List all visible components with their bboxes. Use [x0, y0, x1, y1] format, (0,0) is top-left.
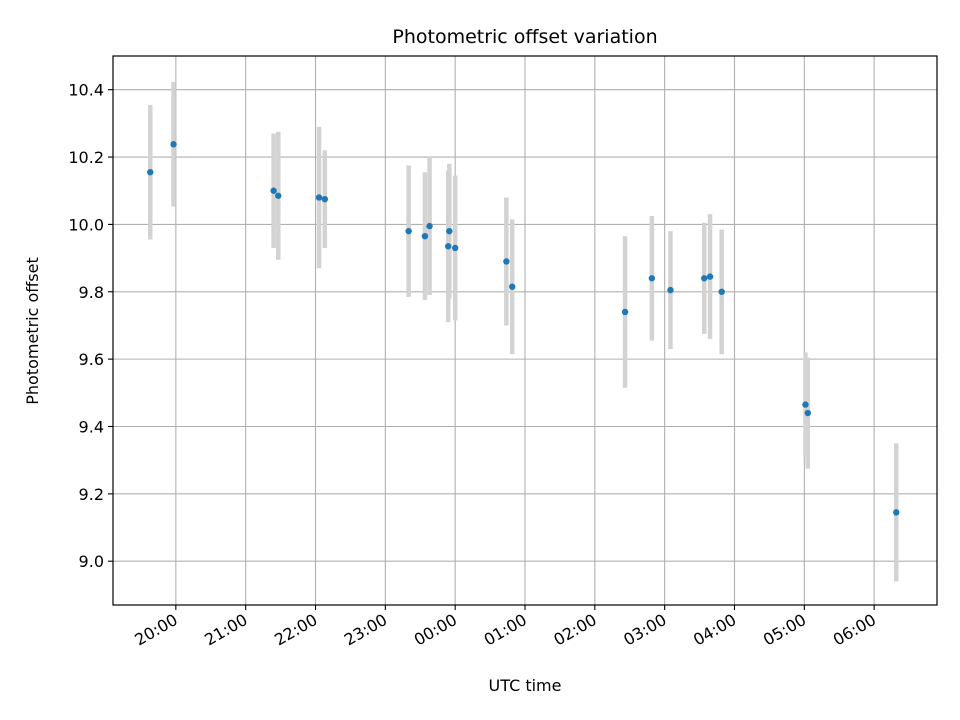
- y-tick-label: 9.6: [79, 350, 104, 369]
- y-axis-label: Photometric offset: [23, 257, 42, 405]
- y-tick-label: 9.4: [79, 417, 104, 436]
- chart-title: Photometric offset variation: [392, 26, 657, 48]
- y-axis: 9.0 9.2 9.4 9.6 9.8 10.0 10.2 10.4: [68, 81, 113, 571]
- data-point: [444, 243, 452, 250]
- y-tick-label: 9.8: [79, 283, 104, 302]
- data-point: [508, 283, 516, 290]
- data-point: [701, 275, 708, 282]
- data-point: [621, 308, 629, 316]
- y-tick-label: 10.2: [68, 148, 104, 167]
- y-tick-label: 9.2: [79, 485, 104, 504]
- data-point: [421, 232, 429, 240]
- x-axis-label: UTC time: [489, 676, 562, 695]
- data-point: [275, 192, 282, 199]
- data-point: [893, 509, 900, 516]
- data-point: [315, 194, 323, 201]
- data-point: [147, 168, 154, 176]
- data-point: [270, 187, 277, 194]
- data-point: [648, 275, 656, 282]
- data-point: [405, 227, 412, 235]
- data-point: [426, 222, 433, 230]
- data-point: [451, 244, 459, 252]
- data-points: [147, 141, 900, 516]
- data-point: [706, 273, 714, 280]
- data-point: [718, 288, 725, 295]
- data-point: [802, 401, 809, 408]
- y-tick-label: 10.4: [68, 81, 104, 100]
- data-point: [446, 227, 453, 235]
- data-point: [170, 141, 177, 148]
- data-point: [321, 195, 329, 203]
- y-tick-label: 10.0: [68, 215, 104, 234]
- y-tick-label: 9.0: [79, 552, 104, 571]
- data-point: [503, 258, 510, 265]
- data-point: [804, 409, 812, 417]
- data-point: [667, 286, 674, 294]
- grid: [113, 56, 937, 605]
